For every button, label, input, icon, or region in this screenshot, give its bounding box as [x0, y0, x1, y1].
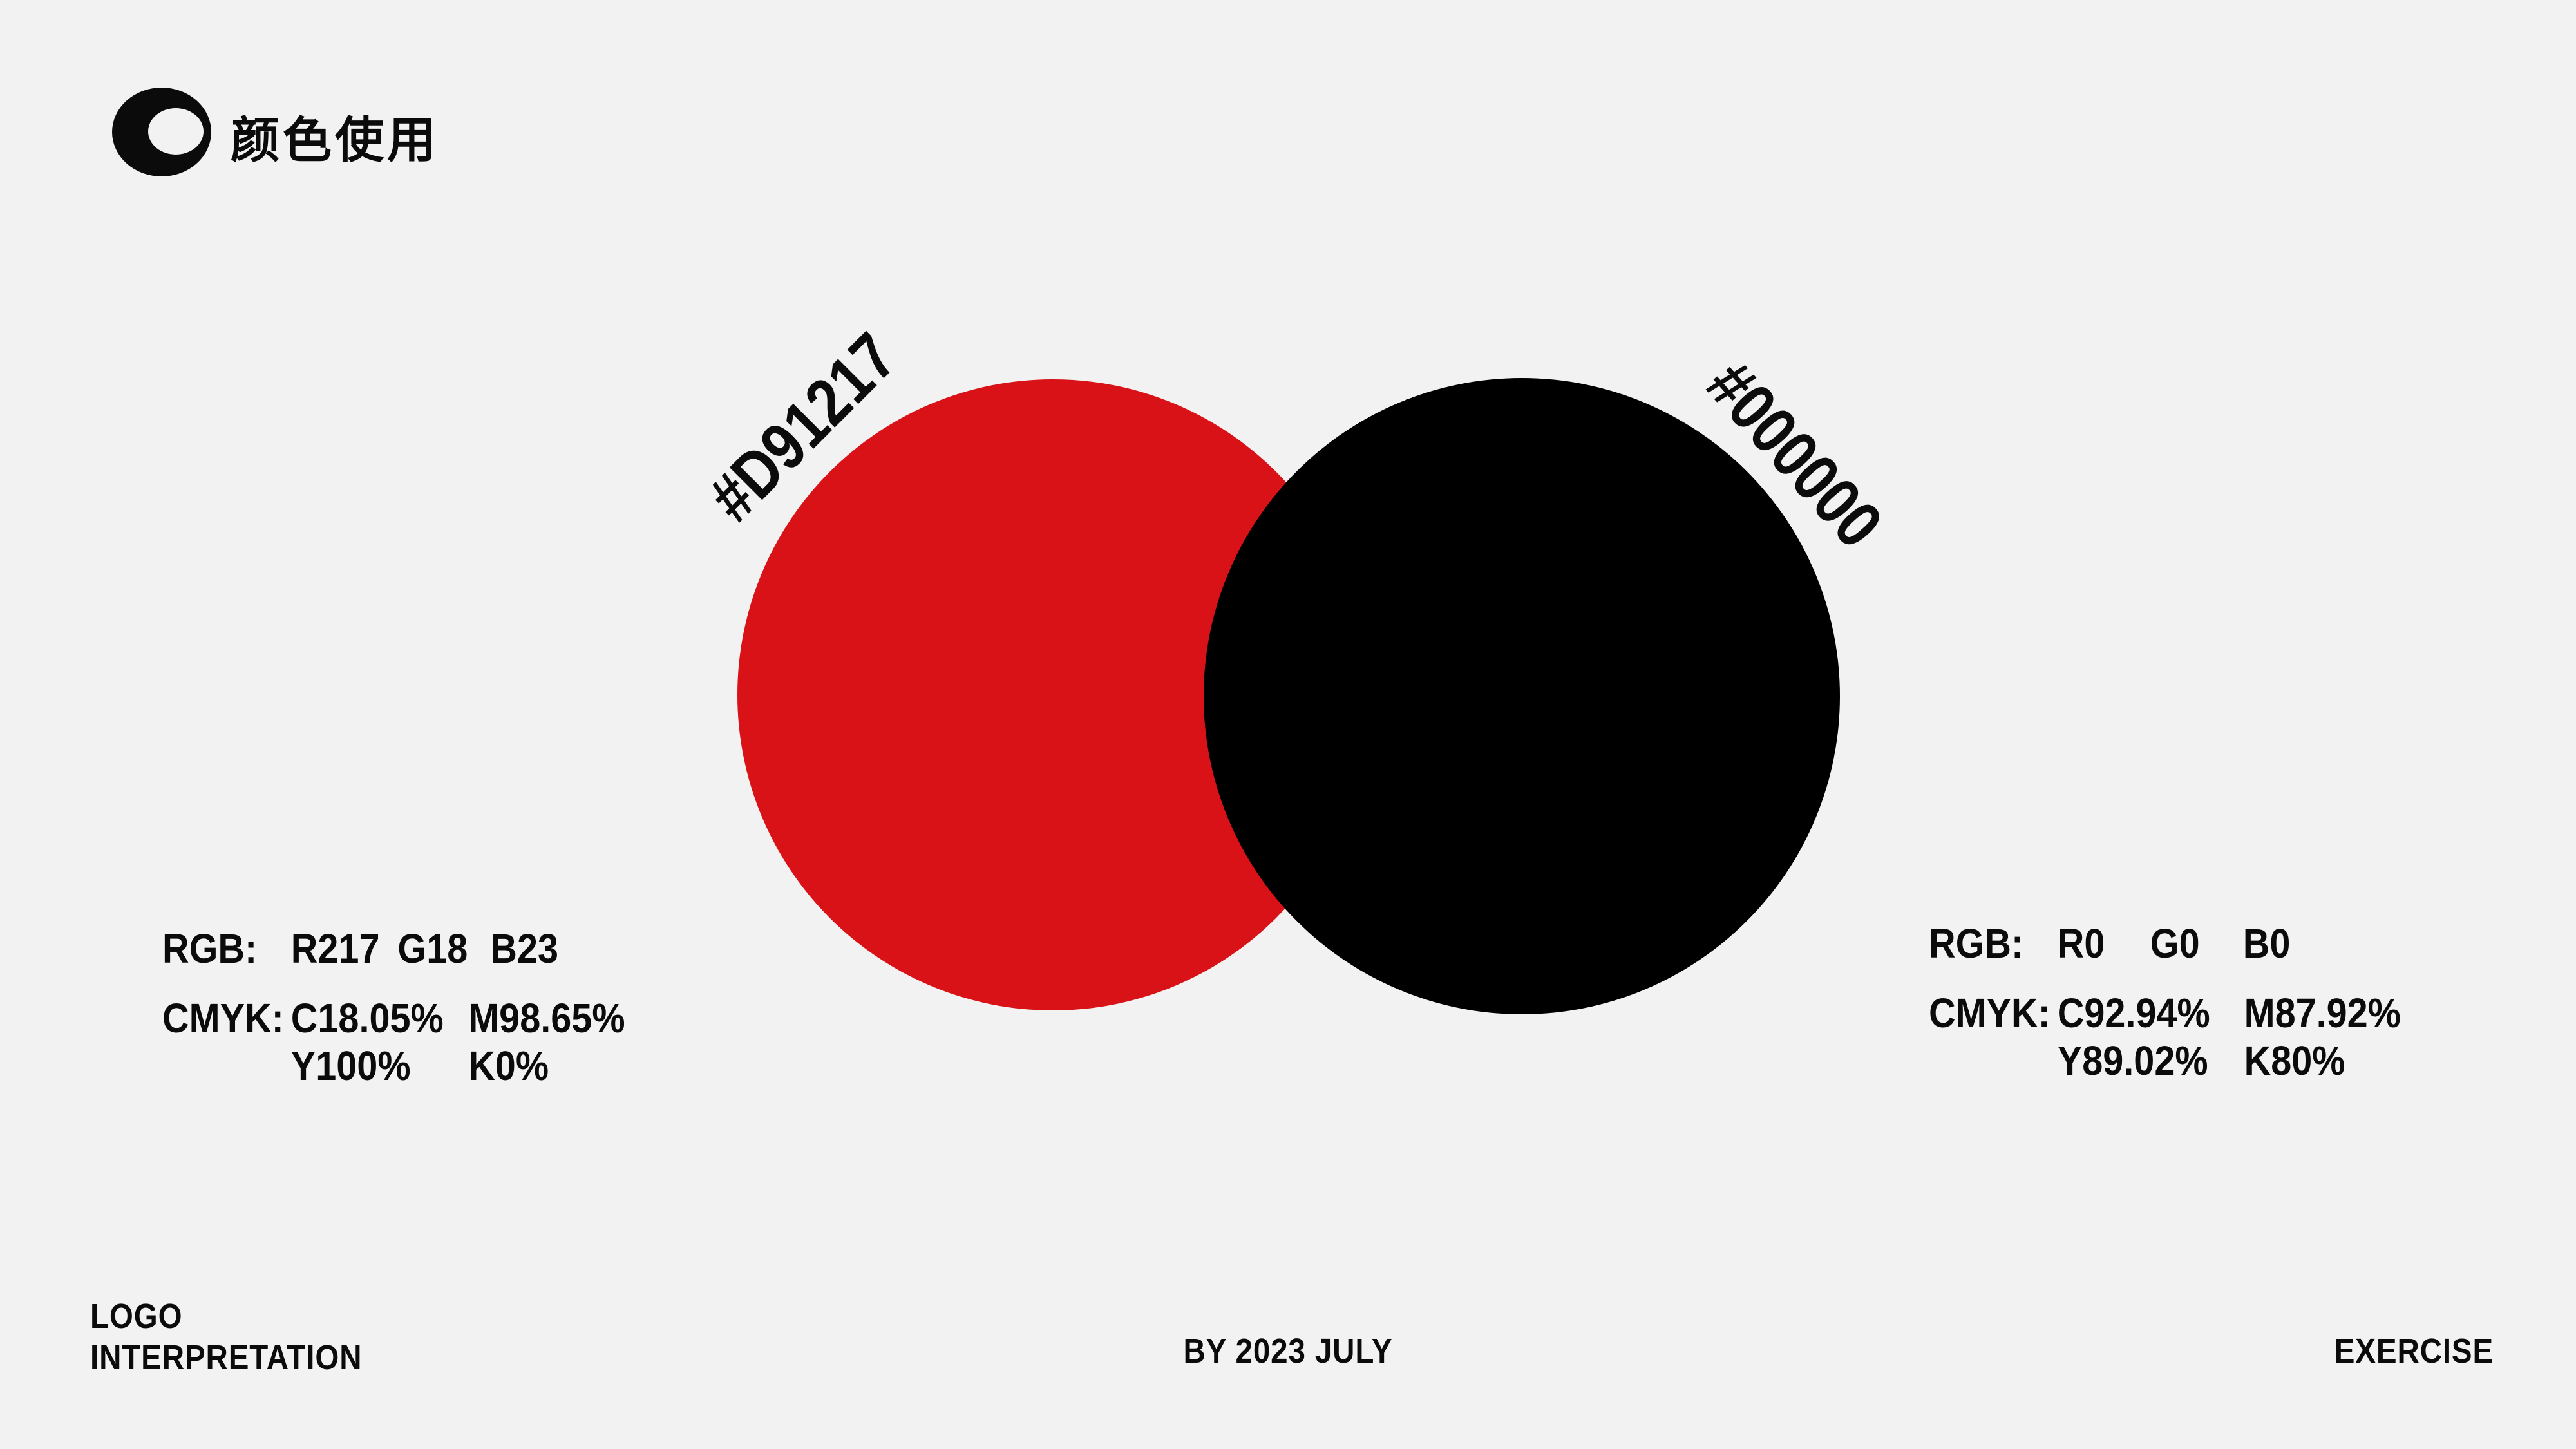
- red-rgb-row: RGB: R217 G18 B23: [162, 925, 625, 972]
- black-color-info: RGB: R0 G0 B0 CMYK: C92.94% M87.92% Y89.…: [1929, 920, 2401, 1084]
- cmyk-k-value: K80%: [2244, 1037, 2345, 1084]
- rgb-r-value: R217: [290, 925, 380, 972]
- cmyk-label: CMYK:: [1929, 990, 2050, 1036]
- cmyk-k-value: K0%: [468, 1043, 549, 1089]
- rgb-label: RGB:: [162, 925, 258, 972]
- cmyk-c-value: C92.94%: [2057, 990, 2210, 1036]
- rgb-b-value: B23: [490, 925, 559, 972]
- black-color-circle: [1204, 378, 1840, 1014]
- cmyk-m-value: M98.65%: [468, 995, 625, 1041]
- footer-project-line2: INTERPRETATION: [90, 1338, 363, 1377]
- cmyk-c-value: C18.05%: [290, 995, 444, 1041]
- red-cmyk-row-1: CMYK: C18.05% M98.65%: [162, 994, 625, 1042]
- black-cmyk-row-1: CMYK: C92.94% M87.92%: [1929, 989, 2401, 1037]
- rgb-r-value: R0: [2057, 920, 2105, 967]
- cmyk-label-spacer: [162, 1042, 291, 1090]
- cmyk-y-value: Y89.02%: [2057, 1037, 2208, 1084]
- rgb-label: RGB:: [1929, 920, 2024, 967]
- red-cmyk-row-2: Y100% K0%: [162, 1042, 625, 1090]
- cmyk-m-value: M87.92%: [2244, 990, 2401, 1036]
- cmyk-label-spacer: [1929, 1037, 2058, 1084]
- page-title: 颜色使用: [231, 113, 439, 168]
- black-cmyk-row-2: Y89.02% K80%: [1929, 1037, 2401, 1084]
- footer-project-name: LOGO INTERPRETATION: [90, 1296, 362, 1378]
- red-color-info: RGB: R217 G18 B23 CMYK: C18.05% M98.65% …: [162, 925, 625, 1090]
- ring-logo-icon: [112, 88, 211, 176]
- footer-date: BY 2023 JULY: [1183, 1332, 1393, 1370]
- rgb-g-value: G18: [397, 925, 468, 972]
- cmyk-label: CMYK:: [162, 995, 284, 1041]
- cmyk-y-value: Y100%: [290, 1043, 411, 1089]
- rgb-b-value: B0: [2242, 920, 2291, 967]
- footer-exercise: EXERCISE: [2334, 1332, 2494, 1370]
- rgb-g-value: G0: [2150, 920, 2200, 967]
- footer-project-line1: LOGO: [90, 1297, 183, 1336]
- black-rgb-row: RGB: R0 G0 B0: [1929, 920, 2401, 967]
